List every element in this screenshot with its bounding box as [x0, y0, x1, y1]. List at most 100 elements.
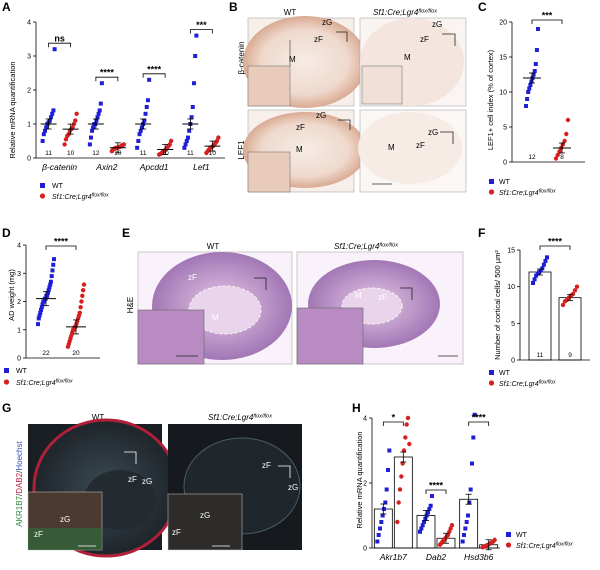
data-point-wt — [44, 125, 49, 130]
legend-ko-marker — [505, 542, 512, 548]
label-zf: zF — [128, 475, 137, 484]
data-point-wt — [185, 135, 190, 140]
panel-h-ylabel: Relative mRNA quantification — [355, 431, 364, 528]
panel-f-letter: F — [478, 226, 485, 240]
category-label: Axin2 — [95, 162, 118, 172]
data-point-wt — [466, 513, 470, 518]
micrograph-e-ko: zF M — [296, 251, 464, 365]
data-point-wt — [380, 513, 385, 518]
micrograph-b-ko-bcat: zG zF M — [359, 17, 467, 107]
n-label: 10 — [162, 150, 170, 157]
category-label: Hsd3b6 — [464, 552, 494, 562]
label-zg: zG — [428, 128, 438, 137]
legend-wt-label: WT — [52, 183, 64, 190]
y-tick-label: 3 — [17, 271, 21, 278]
data-point-wt — [48, 282, 53, 287]
svg-text:Sf1:Cre;Lgr4flox/flox: Sf1:Cre;Lgr4flox/flox — [516, 542, 573, 551]
label-zf: zF — [296, 123, 305, 132]
data-point-wt — [96, 111, 101, 116]
significance-label: **** — [147, 64, 162, 74]
data-point-wt — [43, 128, 48, 133]
panel-e-col-wt: WT — [207, 242, 220, 251]
data-point-wt — [386, 468, 390, 472]
data-point-wt — [525, 97, 530, 101]
panel-d-letter: D — [2, 226, 11, 240]
data-point-ko — [62, 142, 67, 147]
data-point-ko — [403, 435, 408, 440]
n-label: 10 — [114, 150, 122, 157]
data-point-ko — [572, 288, 578, 293]
data-point-wt — [387, 448, 392, 453]
data-point-wt — [95, 115, 100, 120]
micrograph-g-wt: zF zG zG zF — [27, 418, 180, 558]
micrograph-b-wt-bcat: zG zF M — [243, 16, 367, 108]
data-point-wt — [470, 461, 474, 466]
legend-ko-marker — [488, 380, 495, 386]
data-point-wt — [39, 305, 44, 310]
data-point-wt — [382, 507, 386, 511]
data-point-wt — [50, 111, 55, 116]
data-point-wt — [147, 77, 152, 82]
label-m: M — [404, 53, 411, 62]
legend-wt-label: WT — [516, 532, 528, 539]
data-point-wt — [91, 125, 96, 130]
label-zf: zF — [420, 35, 429, 44]
data-point-ko — [565, 117, 571, 123]
category-label: Akr1b7 — [379, 552, 407, 562]
data-point-ko — [404, 422, 409, 427]
legend-ko-marker — [488, 189, 495, 195]
data-point-wt — [423, 516, 428, 521]
data-point-wt — [51, 108, 56, 113]
panel-a-ylabel: Relative mRNA quantification — [8, 61, 17, 158]
significance-label: *** — [542, 11, 553, 21]
y-tick-label: 10 — [507, 284, 515, 291]
significance-bracket — [95, 76, 119, 82]
y-tick-label: 4 — [363, 416, 367, 423]
data-point-wt — [462, 533, 466, 537]
significance-bracket — [425, 489, 447, 494]
y-tick-label: 15 — [507, 248, 515, 255]
y-tick-label: 0 — [17, 356, 21, 363]
data-point-ko — [63, 137, 69, 142]
data-point-wt — [193, 54, 198, 58]
data-point-wt — [139, 125, 144, 130]
legend-ko-label: Sf1:Cre;Lgr4 — [52, 194, 92, 201]
data-point-wt — [189, 115, 194, 120]
label-m: M — [296, 145, 303, 154]
svg-text:Sf1:Cre;Lgr4flox/flox: Sf1:Cre;Lgr4flox/flox — [499, 189, 556, 198]
significance-bracket — [142, 73, 166, 78]
data-point-wt — [376, 533, 381, 537]
data-point-wt — [536, 27, 540, 31]
panel-g-col-wt: WT — [92, 413, 105, 422]
data-point-wt — [468, 487, 473, 492]
data-point-ko — [405, 415, 411, 421]
legend-wt-label: WT — [499, 179, 511, 186]
significance-bracket — [382, 421, 404, 426]
label-m: M — [388, 143, 395, 152]
data-point-ko — [407, 441, 412, 447]
svg-text:Sf1:Cre;Lgr4flox/flox: Sf1:Cre;Lgr4flox/flox — [373, 8, 437, 17]
legend-ko-label: Sf1:Cre;Lgr4 — [16, 380, 56, 387]
y-tick-label: 3 — [27, 54, 31, 61]
panel-c-legend: WT Sf1:Cre;Lgr4flox/flox — [488, 179, 556, 198]
svg-text:Sf1:Cre;Lgr4flox/flox: Sf1:Cre;Lgr4flox/flox — [499, 380, 556, 389]
label-zf: zF — [34, 530, 43, 539]
data-point-wt — [375, 539, 380, 544]
data-point-wt — [37, 313, 42, 318]
label-m: M — [355, 291, 362, 300]
n-label: 11 — [45, 150, 52, 157]
n-label: 12 — [92, 150, 100, 157]
data-point-wt — [545, 255, 549, 260]
panel-b-col-ko-sup: flox/flox — [418, 9, 437, 15]
svg-text:AKR1B7/DAB2/Hoechst: AKR1B7/DAB2/Hoechst — [15, 441, 24, 527]
data-point-wt — [40, 302, 45, 307]
data-point-wt — [98, 101, 103, 106]
panel-h-letter: H — [352, 401, 361, 415]
category-label: Dab2 — [426, 552, 447, 562]
label-zg: zG — [288, 483, 298, 492]
data-point-ko — [71, 121, 77, 127]
y-tick-label: 2 — [27, 88, 31, 95]
panel-e-col-ko: Sf1:Cre;Lgr4 — [334, 242, 380, 251]
